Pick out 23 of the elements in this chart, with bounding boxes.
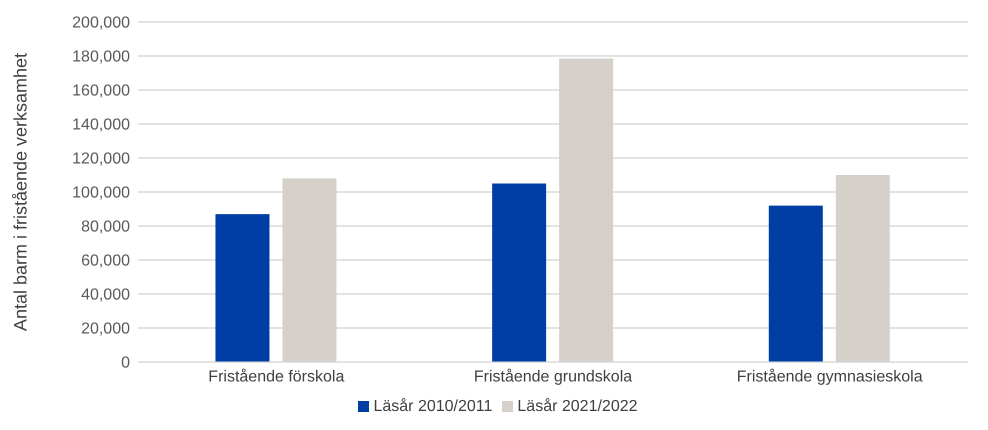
y-tick-label: 60,000 <box>81 252 130 270</box>
bar <box>768 206 823 362</box>
bar <box>559 58 614 362</box>
y-tick-label: 0 <box>121 354 130 372</box>
y-tick-label: 100,000 <box>72 184 130 202</box>
x-tick-label: Fristående förskola <box>208 368 344 386</box>
y-tick-label: 180,000 <box>72 48 130 66</box>
bar <box>492 184 546 362</box>
y-tick-label: 200,000 <box>72 14 130 32</box>
legend-label: Läsår 2021/2022 <box>517 398 638 415</box>
x-tick-label: Fristående gymnasieskola <box>736 368 923 386</box>
y-tick-label: 20,000 <box>81 320 130 338</box>
x-tick-label: Fristående grundskola <box>474 368 632 386</box>
y-tick-label: 160,000 <box>72 82 130 100</box>
bar <box>836 175 890 362</box>
y-tick-label: 80,000 <box>81 218 130 236</box>
legend-label: Läsår 2010/2011 <box>373 398 492 415</box>
bar <box>282 178 336 362</box>
y-axis-title: Antal barm i fristående verksamhet <box>10 52 30 332</box>
y-tick-label: 120,000 <box>72 150 130 168</box>
y-tick-label: 40,000 <box>81 286 130 304</box>
bar <box>215 214 270 362</box>
y-tick-label: 140,000 <box>72 116 130 134</box>
